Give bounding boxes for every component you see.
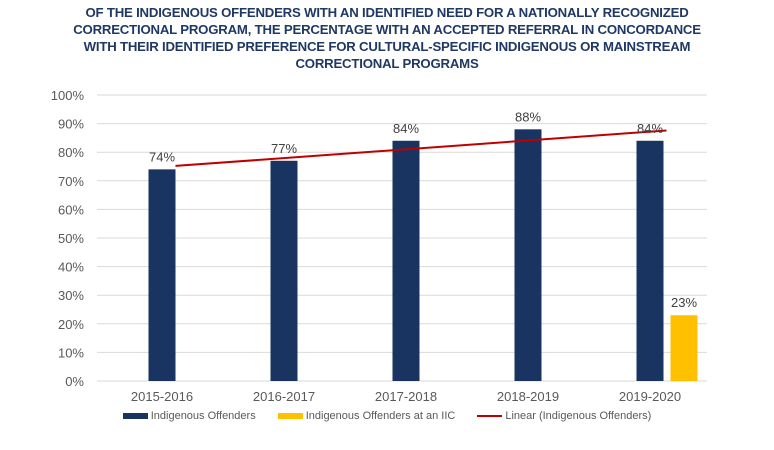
y-tick-label: 100% (51, 88, 85, 103)
bar-indigenous-offenders (270, 160, 298, 381)
legend-item-iic[interactable]: Indigenous Offenders at an IIC (277, 410, 456, 422)
legend-item-indigenous-offenders[interactable]: Indigenous Offenders (122, 410, 256, 422)
x-tick-label: 2016-2017 (253, 389, 315, 404)
trendline-group (175, 129, 667, 167)
data-label: 84% (637, 121, 663, 136)
legend-swatch-line (477, 415, 503, 417)
bar-indigenous-offenders (392, 140, 420, 381)
legend-swatch-navy (122, 413, 148, 419)
chart-title-line: CORRECTIONAL PROGRAM, THE PERCENTAGE WIT… (73, 22, 701, 37)
bars (148, 129, 698, 381)
x-tick-label: 2015-2016 (131, 389, 193, 404)
data-label: 23% (671, 295, 697, 310)
legend: Indigenous Offenders Indigenous Offender… (0, 410, 774, 422)
data-label: 74% (149, 149, 175, 164)
legend-label: Indigenous Offenders at an IIC (305, 410, 456, 422)
y-tick-label: 30% (58, 288, 84, 303)
data-label: 88% (515, 109, 541, 124)
legend-swatch-yellow (277, 413, 303, 419)
y-tick-label: 70% (58, 174, 84, 189)
bar-indigenous-offenders (514, 129, 542, 381)
bar-indigenous-offenders (636, 140, 664, 381)
legend-item-trendline[interactable]: Linear (Indigenous Offenders) (477, 410, 651, 422)
y-tick-label: 60% (58, 202, 84, 217)
x-tick-label: 2018-2019 (497, 389, 559, 404)
legend-label: Linear (Indigenous Offenders) (505, 410, 652, 422)
chart-title-line: WITH THEIR IDENTIFIED PREFERENCE FOR CUL… (83, 39, 691, 54)
y-axis-ticks: 0% 10% 20% 30% 40% 50% 60% 70% 80% 90% 100% (51, 88, 85, 389)
y-tick-label: 90% (58, 117, 84, 132)
y-tick-label: 50% (58, 231, 84, 246)
trendline (175, 129, 667, 167)
chart-title: OF THE INDIGENOUS OFFENDERS WITH AN IDEN… (0, 4, 774, 72)
y-tick-label: 20% (58, 317, 84, 332)
y-tick-label: 10% (58, 345, 84, 360)
chart-title-line: CORRECTIONAL PROGRAMS (295, 56, 479, 71)
x-axis-ticks: 2015-2016 2016-2017 2017-2018 2018-2019 2019… (131, 389, 681, 404)
legend-label: Indigenous Offenders (150, 410, 256, 422)
bar-iic (670, 315, 698, 381)
data-label: 77% (271, 141, 297, 156)
y-tick-label: 80% (58, 145, 84, 160)
data-labels: 74% 77% 84% 88% 84% 23% (149, 109, 697, 310)
bar-indigenous-offenders (148, 169, 176, 381)
data-label: 84% (393, 121, 419, 136)
y-tick-label: 40% (58, 260, 84, 275)
x-tick-label: 2017-2018 (375, 389, 437, 404)
chart-title-line: OF THE INDIGENOUS OFFENDERS WITH AN IDEN… (85, 5, 689, 20)
x-tick-label: 2019-2020 (619, 389, 681, 404)
y-tick-label: 0% (65, 374, 84, 389)
